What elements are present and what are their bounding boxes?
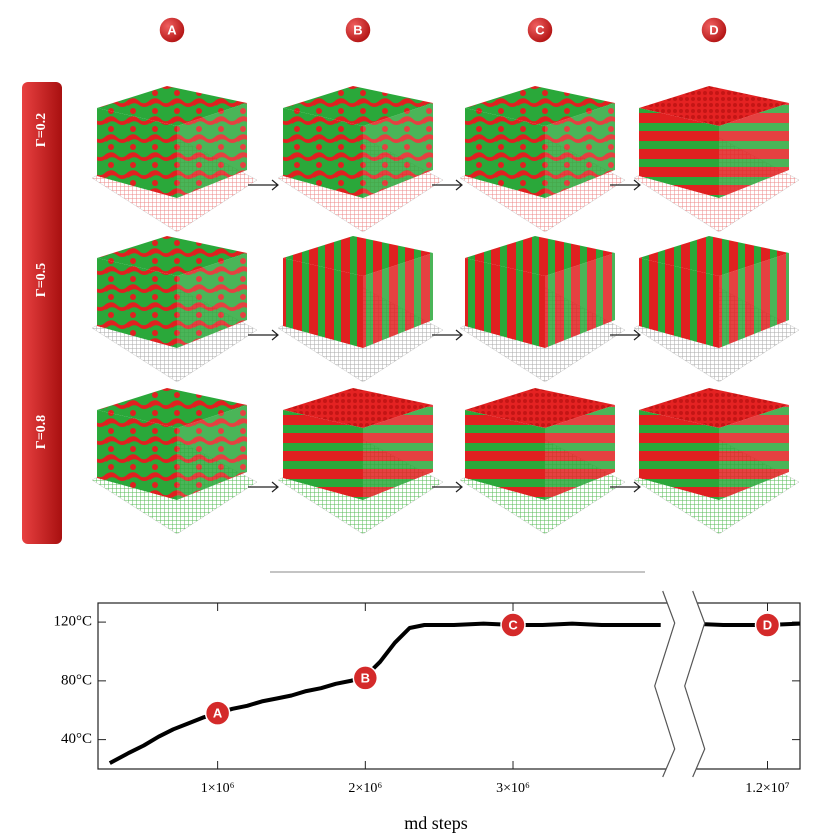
snapshot: [92, 86, 257, 232]
snapshot: [634, 236, 799, 382]
snapshot: [278, 388, 443, 534]
column-label: A: [167, 22, 177, 37]
marker-label: B: [361, 670, 370, 685]
column-badge: D: [701, 17, 727, 43]
x-tick-label: 2×10⁶: [348, 781, 382, 796]
snapshots: [92, 86, 799, 534]
column-label: B: [353, 22, 362, 37]
snapshot: [92, 236, 257, 382]
axis-break: [655, 591, 705, 777]
y-tick-label: 40°C: [61, 731, 92, 747]
row-label: Γ=0.8: [34, 415, 49, 449]
row-label: Γ=0.2: [34, 113, 49, 147]
snapshot: [460, 388, 625, 534]
snapshot: [92, 388, 257, 534]
page: md steps A B C D Γ=0.2 Γ=0.5 Γ=0.8 40°C 80°C 120°…: [0, 0, 815, 838]
annotation-marker: D: [756, 613, 780, 637]
column-badge: B: [345, 17, 371, 43]
x-tick-label: 1×10⁶: [201, 781, 235, 796]
snapshot: [460, 86, 625, 232]
marker-label: C: [508, 617, 518, 632]
column-badge: C: [527, 17, 553, 43]
snapshot: [634, 86, 799, 232]
figure: md steps A B C D Γ=0.2 Γ=0.5 Γ=0.8 40°C 80°C 120°…: [0, 0, 815, 838]
annotation-marker: A: [206, 701, 230, 725]
snapshot: [278, 236, 443, 382]
marker-label: A: [213, 706, 223, 721]
y-tick-label: 120°C: [53, 614, 92, 630]
annotation-marker: C: [501, 613, 525, 637]
column-label: C: [535, 22, 545, 37]
annotation-marker: B: [353, 666, 377, 690]
snapshot: [634, 388, 799, 534]
x-tick-label: 3×10⁶: [496, 781, 530, 796]
column-label: D: [709, 22, 718, 37]
x-tick-label: 1.2×10⁷: [745, 781, 789, 796]
row-label: Γ=0.5: [34, 263, 49, 297]
column-badge: A: [159, 17, 185, 43]
marker-label: D: [763, 617, 772, 632]
row-label-bar: [22, 82, 62, 544]
snapshot: [460, 236, 625, 382]
y-tick-label: 80°C: [61, 672, 92, 688]
x-axis-label: md steps: [404, 813, 468, 833]
snapshot: [278, 86, 443, 232]
